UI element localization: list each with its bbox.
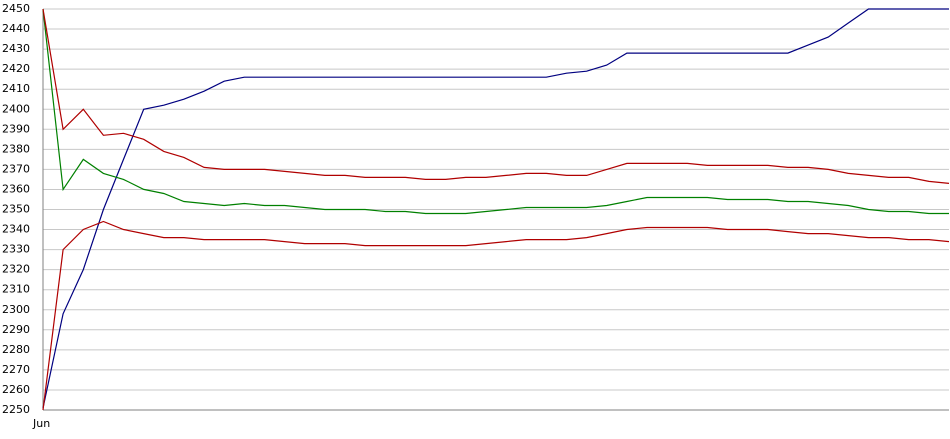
y-tick-label: 2280	[2, 343, 30, 356]
series-line	[42, 220, 950, 411]
y-tick-label: 2310	[2, 283, 30, 296]
y-tick-label: 2250	[2, 403, 30, 416]
y-tick-label: 2290	[2, 323, 30, 336]
y-tick-label: 2450	[2, 2, 30, 15]
y-tick-label: 2330	[2, 243, 30, 256]
y-tick-label: 2410	[2, 82, 30, 95]
x-tick-label: Jun	[32, 417, 50, 430]
series-line	[42, 8, 949, 409]
y-tick-label: 2420	[2, 62, 30, 75]
y-tick-label: 2390	[2, 122, 30, 135]
series-line	[42, 8, 949, 215]
y-tick-label: 2360	[2, 182, 30, 195]
y-tick-label: 2350	[2, 203, 30, 216]
y-tick-label: 2300	[2, 303, 30, 316]
y-tick-label: 2370	[2, 162, 30, 175]
y-tick-label: 2340	[2, 223, 30, 236]
y-tick-label: 2260	[2, 383, 30, 396]
y-tick-label: 2320	[2, 263, 30, 276]
y-tick-label: 2440	[2, 22, 30, 35]
y-tick-label: 2270	[2, 363, 30, 376]
y-tick-label: 2430	[2, 42, 30, 55]
series-line	[42, 8, 950, 184]
y-tick-label: 2400	[2, 102, 30, 115]
y-tick-label: 2380	[2, 142, 30, 155]
